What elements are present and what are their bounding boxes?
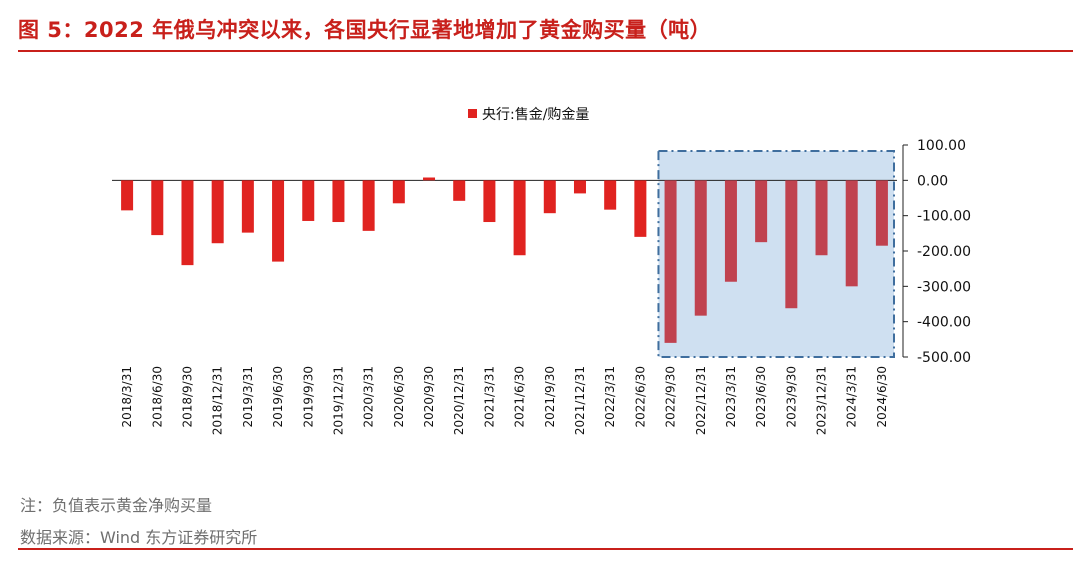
bar: [815, 180, 828, 256]
bar: [121, 180, 134, 211]
y-tick-label: -300.00: [917, 279, 971, 295]
y-tick-label: -500.00: [917, 350, 971, 366]
x-tick-label: 2019/9/30: [301, 366, 315, 428]
x-tick-label: 2020/12/31: [452, 366, 466, 435]
bar: [181, 180, 194, 266]
x-tick-label: 2018/3/31: [120, 366, 134, 428]
x-tick-label: 2021/9/30: [543, 366, 557, 428]
x-tick-label: 2021/6/30: [513, 366, 527, 428]
x-tick-label: 2024/6/30: [875, 366, 889, 428]
bar: [513, 180, 526, 256]
bar: [543, 180, 556, 214]
highlight-region: [657, 150, 896, 358]
x-tick-label: 2024/3/31: [845, 366, 859, 428]
bar: [724, 180, 737, 282]
bar: [604, 180, 617, 210]
bar: [755, 180, 768, 243]
bar: [423, 177, 436, 181]
bar: [332, 180, 345, 223]
legend-swatch: [468, 109, 477, 118]
x-tick-label: 2018/9/30: [180, 366, 194, 428]
footnote: 注：负值表示黄金净购买量: [20, 496, 213, 515]
bar: [302, 180, 315, 221]
x-tick-label: 2021/3/31: [482, 366, 496, 428]
y-tick-label: -200.00: [917, 244, 971, 260]
y-tick-label: 100.00: [917, 138, 966, 154]
bar: [272, 180, 285, 262]
bar: [453, 180, 466, 201]
bar: [392, 180, 405, 204]
y-tick-label: -100.00: [917, 209, 971, 225]
bar: [845, 180, 858, 287]
bar: [573, 180, 586, 194]
bottom-divider: [18, 548, 1073, 550]
y-tick-label: 0.00: [917, 173, 948, 189]
x-tick-label: 2022/9/30: [664, 366, 678, 428]
x-tick-label: 2021/12/31: [573, 366, 587, 435]
x-tick-label: 2020/6/30: [392, 366, 406, 428]
x-tick-label: 2023/3/31: [724, 366, 738, 428]
bar-chart: 100.00 0.00 -100.00 -200.00 -300.00 -400.00 -5…: [112, 107, 971, 435]
y-tick-label: -400.00: [917, 315, 971, 331]
bar: [634, 180, 647, 237]
bar: [241, 180, 254, 233]
x-tick-label: 2020/3/31: [362, 366, 376, 428]
x-tick-label: 2019/3/31: [241, 366, 255, 428]
legend-label: 央行:售金/购金量: [482, 107, 589, 123]
title-divider: [18, 50, 1073, 52]
bar: [875, 180, 888, 246]
x-tick-label: 2019/12/31: [331, 366, 345, 435]
x-tick-label: 2022/3/31: [603, 366, 617, 428]
bar: [785, 180, 798, 309]
source-note: 数据来源：Wind 东方证券研究所: [20, 528, 258, 547]
x-tick-label: 2022/12/31: [694, 366, 708, 435]
bar: [362, 180, 375, 231]
bar: [211, 180, 224, 244]
x-tick-label: 2022/6/30: [633, 366, 647, 428]
x-tick-label: 2018/6/30: [150, 366, 164, 428]
figure-title: 图 5：2022 年俄乌冲突以来，各国央行显著地增加了黄金购买量（吨）: [18, 18, 712, 42]
bar: [483, 180, 496, 223]
x-tick-label: 2023/9/30: [784, 366, 798, 428]
x-tick-label: 2023/6/30: [754, 366, 768, 428]
bar: [664, 180, 677, 343]
x-tick-label: 2018/12/31: [211, 366, 225, 435]
x-tick-label: 2019/6/30: [271, 366, 285, 428]
x-tick-label: 2020/9/30: [422, 366, 436, 428]
bar: [694, 180, 707, 316]
bar: [151, 180, 164, 236]
x-tick-label: 2023/12/31: [815, 366, 829, 435]
